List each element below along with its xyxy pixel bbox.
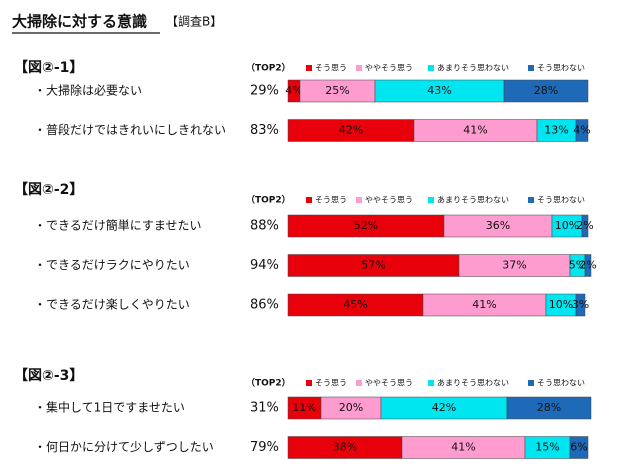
value-label: 28% — [537, 401, 561, 414]
legend-marker — [356, 197, 362, 203]
legend-marker — [306, 65, 312, 71]
value-label: 25% — [325, 84, 349, 97]
value-label: 15% — [535, 441, 559, 454]
top2-value: 94% — [250, 258, 279, 273]
value-label: 2% — [579, 259, 596, 272]
value-label: 10% — [555, 219, 579, 232]
top2-value: 83% — [250, 123, 279, 138]
bar-segment — [581, 214, 589, 238]
legend-label: そう思う — [315, 379, 347, 388]
value-label: 5% — [569, 259, 586, 272]
value-label: 43% — [427, 84, 451, 97]
legend-marker — [306, 197, 312, 203]
legend-label: ややそう思う — [365, 196, 413, 205]
top2-value: 29% — [250, 84, 279, 99]
value-label: 11% — [292, 401, 316, 414]
value-label: 13% — [544, 124, 568, 137]
category-label: ・大掃除は必要ない — [34, 83, 142, 98]
value-label: 52% — [354, 219, 378, 232]
legend-label: そう思う — [315, 196, 347, 205]
legend-marker — [528, 380, 534, 386]
value-label: 38% — [333, 441, 357, 454]
legend-marker — [428, 197, 434, 203]
value-label: 20% — [339, 401, 363, 414]
panel-title: 【図②-3】 — [14, 368, 83, 384]
top2-value: 86% — [250, 298, 279, 313]
value-label: 42% — [432, 401, 456, 414]
bar-segment — [503, 79, 589, 103]
category-label: ・何日かに分けて少しずつしたい — [34, 440, 214, 454]
bar-segment — [569, 436, 589, 459]
value-label: 4% — [285, 84, 302, 97]
legend-label: あまりそう思わない — [437, 196, 509, 205]
top2-value: 88% — [250, 219, 279, 234]
legend-label: あまりそう思わない — [437, 379, 509, 388]
legend-label: そう思わない — [537, 379, 585, 388]
value-label: 10% — [549, 298, 573, 311]
legend-marker — [356, 65, 362, 71]
legend-label: そう思わない — [537, 64, 585, 73]
panel-title: 【図②-2】 — [14, 182, 83, 198]
legend-label: そう思う — [315, 64, 347, 73]
legend-label: ややそう思う — [365, 64, 413, 73]
category-label: ・集中して1日ですませたい — [34, 400, 185, 415]
category-label: ・できるだけラクにやりたい — [34, 258, 190, 272]
value-label: 45% — [343, 298, 367, 311]
category-label: ・できるだけ楽しくやりたい — [34, 298, 190, 312]
bar-segment — [506, 396, 592, 420]
top2-title: （TOP2） — [246, 378, 291, 389]
bar-segment — [575, 293, 586, 317]
bar-segment — [575, 119, 589, 142]
panel-title: 【図②-1】 — [14, 60, 83, 76]
legend-label: ややそう思う — [365, 379, 413, 388]
value-label: 41% — [463, 124, 487, 137]
legend-marker — [428, 65, 434, 71]
value-label: 36% — [486, 219, 510, 232]
value-label: 2% — [576, 219, 593, 232]
value-label: 41% — [472, 298, 496, 311]
page-title: 大掃除に対する意識 — [12, 13, 147, 31]
value-label: 42% — [339, 124, 363, 137]
legend-marker — [428, 380, 434, 386]
legend-label: あまりそう思わない — [437, 64, 509, 73]
page-subtitle: 【調査B】 — [166, 15, 222, 29]
value-label: 6% — [570, 441, 587, 454]
legend-marker — [528, 65, 534, 71]
value-label: 28% — [534, 84, 558, 97]
top2-value: 79% — [250, 440, 279, 455]
legend-label: そう思わない — [537, 196, 585, 205]
value-label: 3% — [572, 298, 589, 311]
value-label: 57% — [361, 259, 385, 272]
value-label: 41% — [451, 441, 475, 454]
top2-title: （TOP2） — [246, 63, 291, 74]
value-label: 37% — [502, 259, 526, 272]
legend-marker — [356, 380, 362, 386]
value-label: 4% — [573, 124, 590, 137]
legend-marker — [528, 197, 534, 203]
bar-segment — [584, 254, 592, 277]
top2-value: 31% — [250, 401, 279, 416]
legend-marker — [306, 380, 312, 386]
category-label: ・普段だけではきれいにしきれない — [34, 122, 226, 137]
category-label: ・できるだけ簡単にすませたい — [34, 218, 202, 233]
top2-title: （TOP2） — [246, 195, 291, 206]
